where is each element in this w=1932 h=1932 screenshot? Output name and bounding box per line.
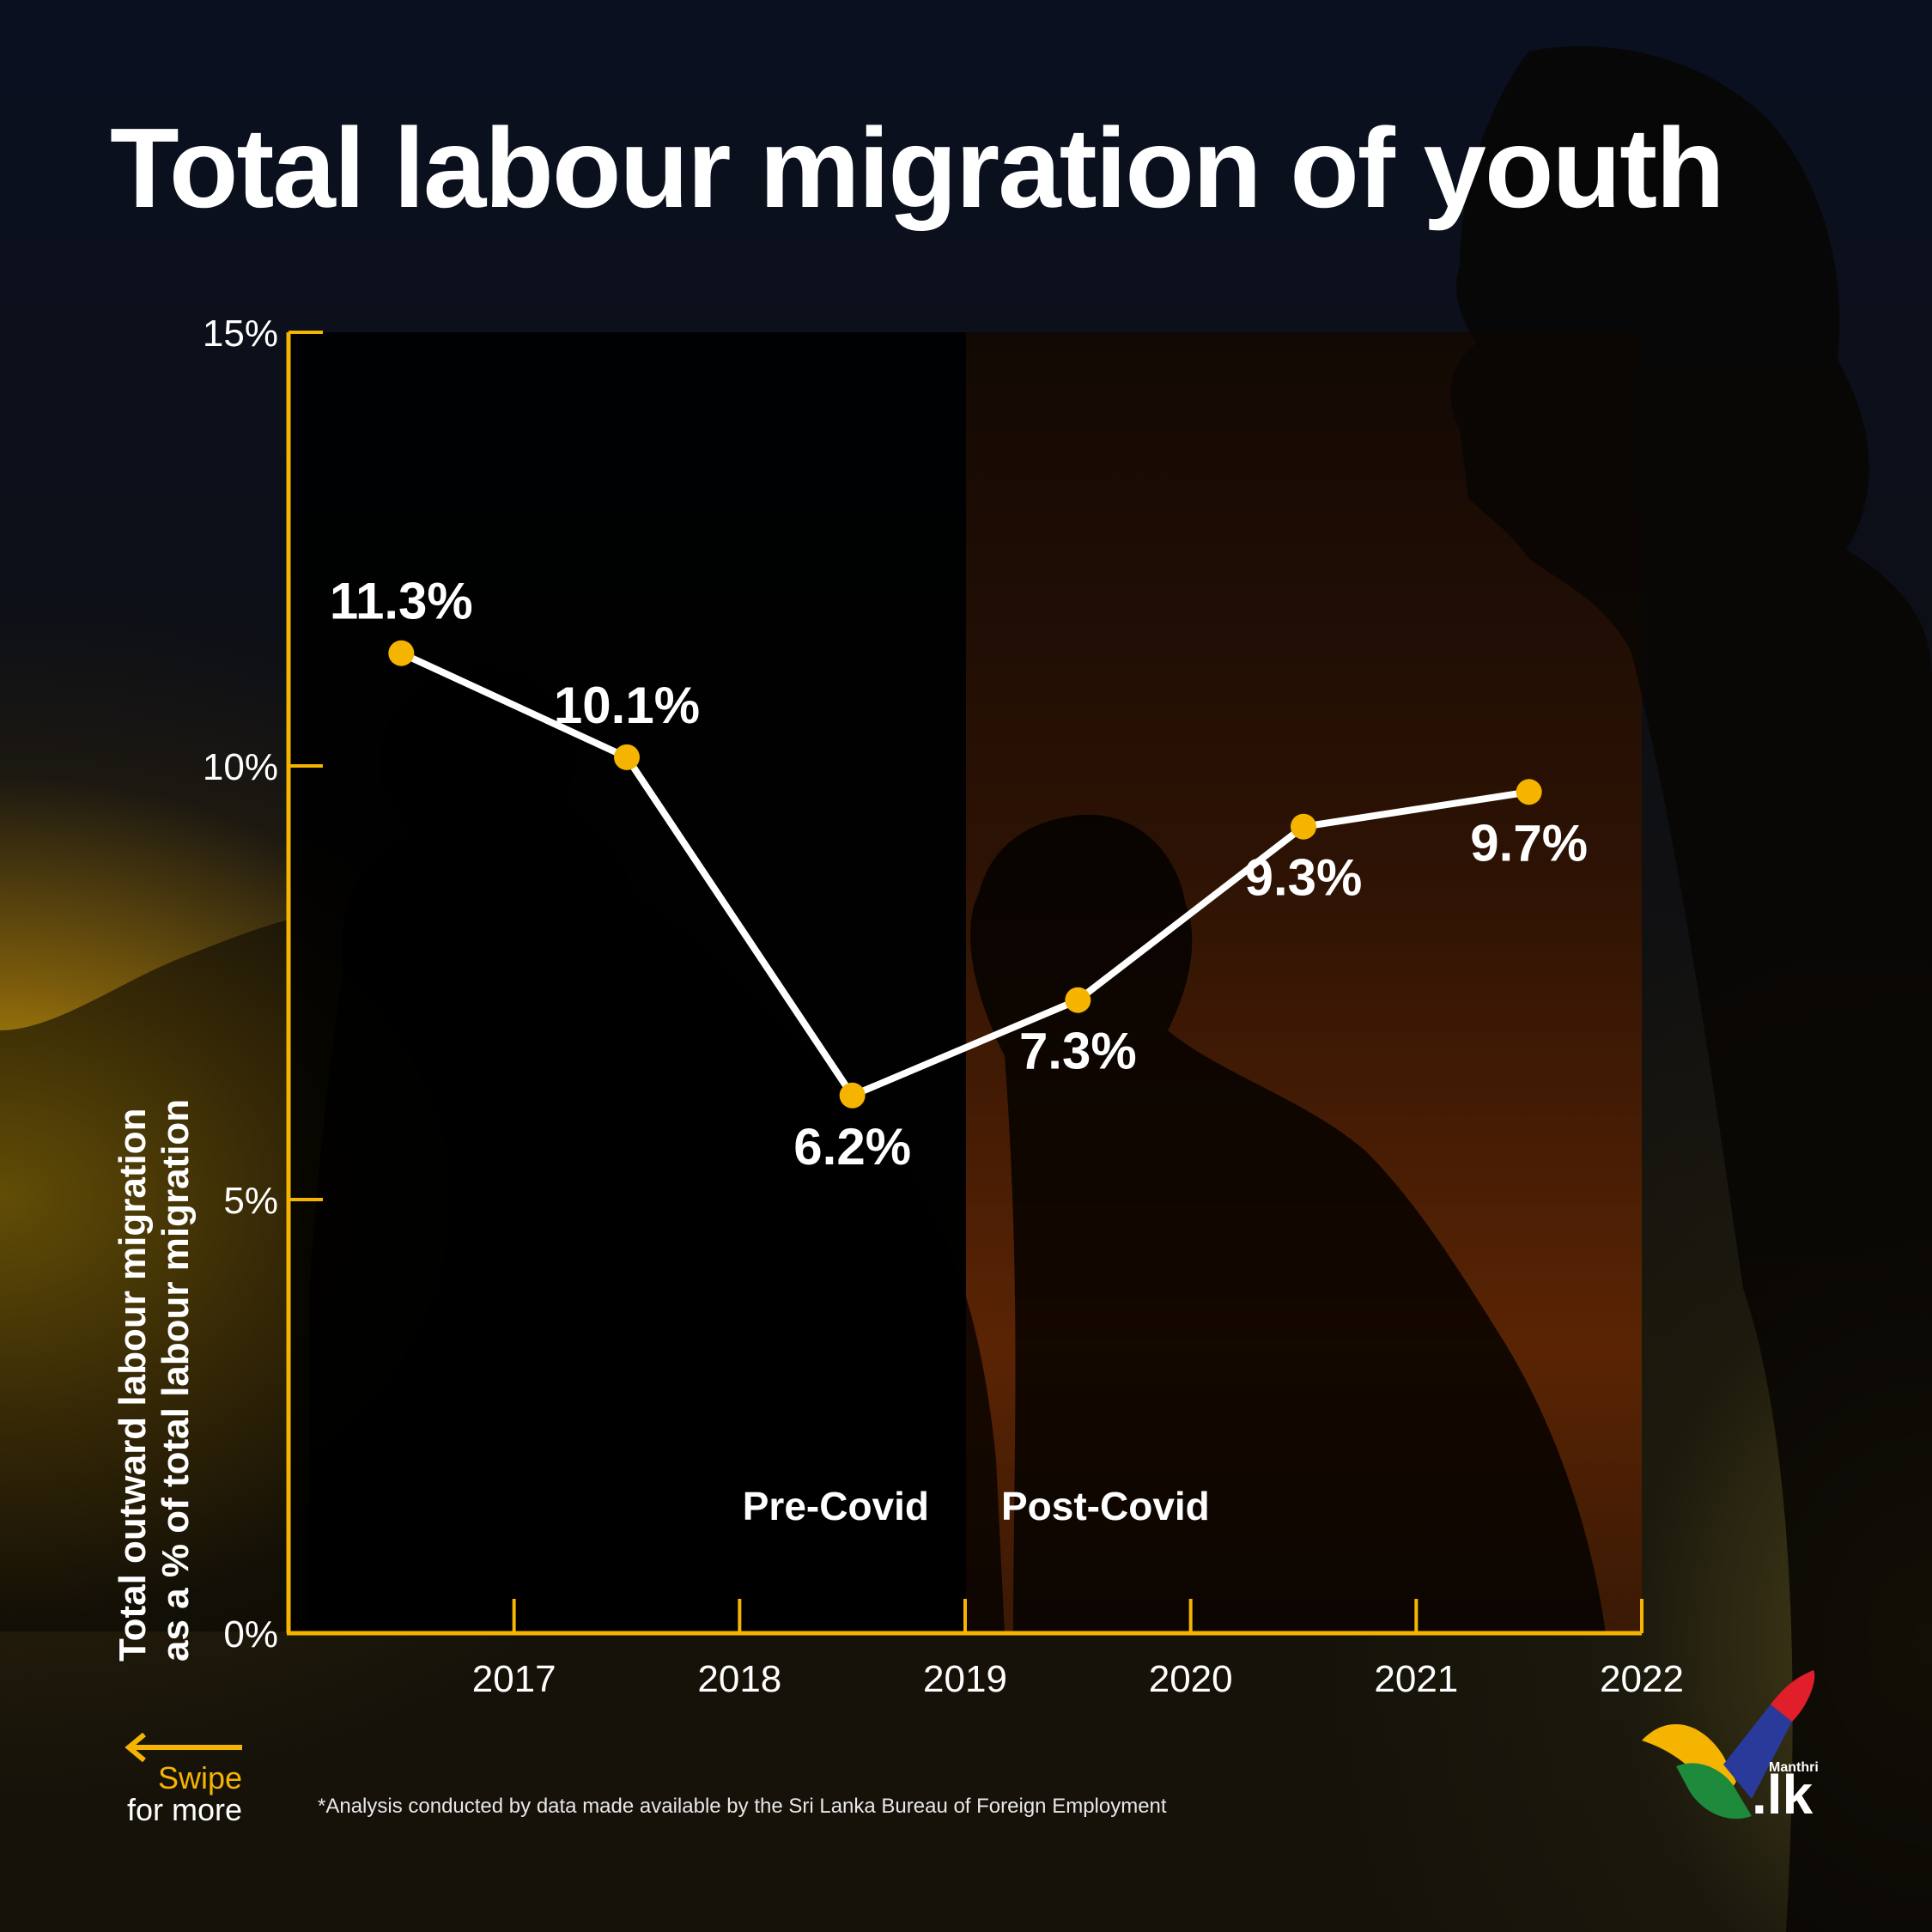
manthri-logo-icon <box>1642 1670 1815 1820</box>
y-axis-label: Total outward labour migration as a % of… <box>112 1060 197 1662</box>
x-axis-ticks: 2017 2018 2019 2020 2021 2022 <box>472 1599 1684 1700</box>
data-point <box>1065 987 1091 1013</box>
data-label: 9.7% <box>1470 814 1588 872</box>
chart-axes <box>286 332 1642 1636</box>
y-tick-label: 10% <box>203 746 278 788</box>
series-line <box>399 650 1530 1099</box>
y-tick-label: 5% <box>223 1180 278 1222</box>
data-point <box>1516 779 1542 805</box>
y-tick-label: 0% <box>223 1613 278 1656</box>
swipe-hint[interactable]: Swipe for more <box>105 1733 242 1826</box>
data-point <box>614 744 640 770</box>
x-tick-label: 2022 <box>1600 1658 1684 1700</box>
y-axis-ticks: 0% 5% 10% 15% <box>203 313 323 1656</box>
y-axis-label-line-2: as a % of total labour migration <box>155 1098 197 1662</box>
x-tick-label: 2017 <box>472 1658 556 1700</box>
logo-brand-text: Manthri <box>1769 1760 1819 1775</box>
data-label: 11.3% <box>330 573 473 630</box>
logo-tld-text: .lk <box>1752 1764 1814 1826</box>
y-tick-label: 15% <box>203 313 278 355</box>
data-point <box>839 1082 866 1109</box>
data-point <box>1291 813 1316 840</box>
data-label: 6.2% <box>793 1118 911 1176</box>
data-labels: 11.3% 10.1% 6.2% 7.3% 9.3% 9.7% <box>330 573 1588 1176</box>
data-label: 7.3% <box>1019 1023 1137 1080</box>
x-tick-label: 2021 <box>1374 1658 1458 1700</box>
y-axis-label-line-1: Total outward labour migration <box>112 1108 154 1662</box>
swipe-label: Swipe <box>157 1760 242 1795</box>
data-point <box>388 640 415 666</box>
source-footnote: *Analysis conducted by data made availab… <box>318 1795 1167 1818</box>
data-points <box>388 640 1542 1109</box>
series-polyline <box>399 650 1530 1099</box>
post-covid-label: Post-Covid <box>1001 1484 1210 1528</box>
arrow-left-icon <box>125 1733 242 1762</box>
swipe-sub-label: for more <box>126 1792 242 1827</box>
x-tick-label: 2020 <box>1149 1658 1233 1700</box>
data-label: 9.3% <box>1245 849 1363 907</box>
pre-covid-label: Pre-Covid <box>743 1484 929 1528</box>
chart-title: Total labour migration of youth <box>110 105 1725 231</box>
x-tick-label: 2018 <box>697 1658 781 1700</box>
era-annotations: Pre-Covid Post-Covid <box>743 1484 1210 1528</box>
data-label: 10.1% <box>554 677 700 734</box>
x-tick-label: 2019 <box>923 1658 1007 1700</box>
